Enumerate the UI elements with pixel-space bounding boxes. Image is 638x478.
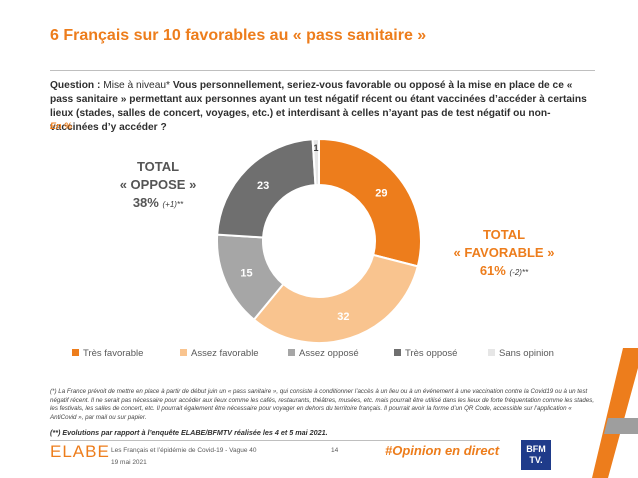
question-note: Mise à niveau* xyxy=(103,80,173,91)
legend-label-4: Sans opinion xyxy=(499,348,554,359)
total-favorable-pct: 61% xyxy=(479,263,506,278)
legend-item-3: Très opposé xyxy=(394,348,457,359)
question-prefix: Question : xyxy=(50,80,104,91)
footer-divider xyxy=(50,440,500,441)
total-oppose-line2: « OPPOSE » xyxy=(119,177,197,192)
legend-label-2: Assez opposé xyxy=(299,348,359,359)
page-title: 6 Français sur 10 favorables au « pass s… xyxy=(50,27,427,44)
bfmtv-logo: BFM TV. xyxy=(521,440,551,470)
evolution-note: (**) Evolutions par rapport à l’enquête … xyxy=(50,428,328,437)
legend-item-4: Sans opinion xyxy=(488,348,554,359)
elabe-decorative-mark xyxy=(592,348,638,478)
legend-swatch-2 xyxy=(288,349,295,356)
donut-slice-1 xyxy=(252,253,420,344)
total-oppose-evolution: (+1)** xyxy=(162,200,184,209)
footer-date: 19 mai 2021 xyxy=(111,459,147,466)
footer-survey: Les Français et l’épidémie de Covid-19 -… xyxy=(111,447,257,454)
donut-label-4: 1 xyxy=(314,143,319,153)
total-oppose: TOTAL « OPPOSE » 38% (+1)** xyxy=(106,158,210,214)
total-favorable-line1: TOTAL xyxy=(482,227,526,242)
legend-item-2: Assez opposé xyxy=(288,348,359,359)
donut-label-2: 15 xyxy=(240,267,252,279)
bfmtv-logo-line1: BFM xyxy=(526,444,546,454)
donut-label-1: 32 xyxy=(337,311,349,323)
question-body: Vous personnellement, seriez-vous favora… xyxy=(50,80,587,133)
legend-item-1: Assez favorable xyxy=(180,348,259,359)
donut-slice-0 xyxy=(318,137,422,268)
donut-slice-3 xyxy=(216,138,317,239)
page-number: 14 xyxy=(331,447,339,454)
chart-legend: Très favorable Assez favorable Assez oppos… xyxy=(72,348,572,362)
total-favorable-evolution: (-2)** xyxy=(509,268,529,277)
total-oppose-pct: 38% xyxy=(132,195,159,210)
total-favorable-line2: « FAVORABLE » xyxy=(453,245,555,260)
total-oppose-line1: TOTAL xyxy=(136,159,180,174)
hashtag: #Opinion en direct xyxy=(385,443,500,458)
total-favorable: TOTAL « FAVORABLE » 61% (-2)** xyxy=(446,226,562,282)
donut-slice-4 xyxy=(311,137,320,187)
legend-item-0: Très favorable xyxy=(72,348,143,359)
unit-label: En % xyxy=(50,121,73,131)
legend-label-1: Assez favorable xyxy=(191,348,259,359)
legend-swatch-0 xyxy=(72,349,79,356)
footnote: (*) La France prévoit de mettre en place… xyxy=(50,388,595,421)
legend-label-3: Très opposé xyxy=(405,348,458,359)
elabe-logo: ELABE xyxy=(50,442,110,461)
legend-swatch-1 xyxy=(180,349,187,356)
legend-swatch-4 xyxy=(488,349,495,356)
question-text: Question : Mise à niveau* Vous personnel… xyxy=(50,79,595,135)
donut-label-3: 23 xyxy=(257,180,269,192)
bfmtv-logo-line2: TV. xyxy=(529,455,543,465)
donut-label-0: 29 xyxy=(375,188,387,200)
title-divider xyxy=(50,70,595,71)
legend-swatch-3 xyxy=(394,349,401,356)
legend-label-0: Très favorable xyxy=(83,348,144,359)
